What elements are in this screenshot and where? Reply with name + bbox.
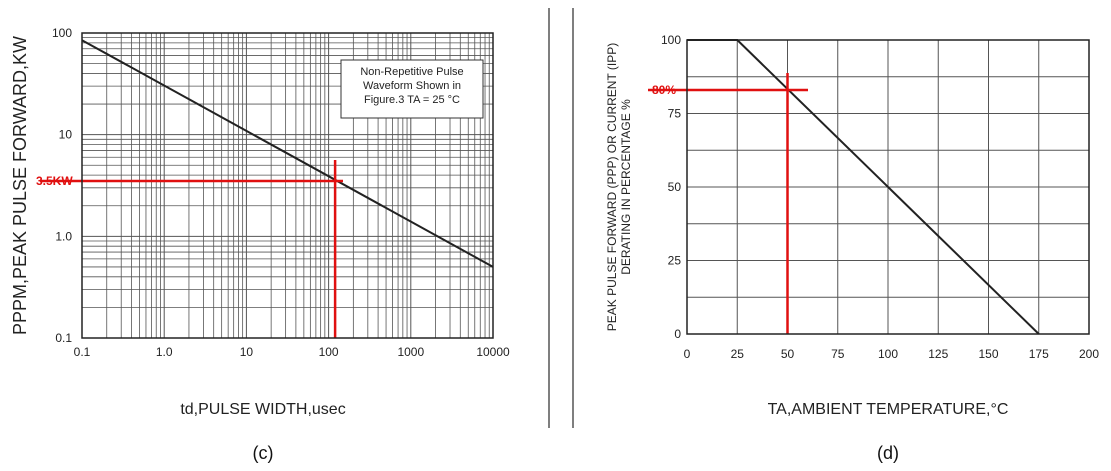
chart-c-y-tick-label: 1.0 bbox=[55, 229, 72, 243]
chart-d-y-tick-label: 25 bbox=[668, 254, 682, 268]
chart-c-note-line: Figure.3 TA = 25 °C bbox=[364, 94, 460, 106]
chart-d-y-ticks: 0 25 50 75 100 bbox=[661, 33, 681, 341]
chart-c-x-tick-label: 10 bbox=[240, 345, 254, 359]
chart-d-x-tick-label: 150 bbox=[978, 347, 998, 361]
chart-d-y-tick-label: 75 bbox=[668, 107, 682, 121]
chart-d-y-tick-label: 50 bbox=[668, 180, 682, 194]
chart-c-plot-frame bbox=[81, 32, 494, 339]
chart-c-x-tick-label: 0.1 bbox=[74, 345, 91, 359]
chart-c-note-line: Non-Repetitive Pulse bbox=[360, 66, 463, 78]
chart-c-annotation-label: 3.5KW bbox=[36, 174, 73, 188]
chart-d-x-tick-label: 175 bbox=[1029, 347, 1049, 361]
chart-d-x-tick-label: 200 bbox=[1079, 347, 1099, 361]
chart-d-x-tick-label: 75 bbox=[831, 347, 845, 361]
chart-d-annotation bbox=[648, 73, 808, 334]
chart-c-y-tick-label: 10 bbox=[59, 128, 73, 142]
chart-d-caption: (d) bbox=[877, 443, 899, 463]
chart-c-annotation bbox=[40, 160, 343, 338]
chart-c-grid bbox=[82, 33, 493, 338]
chart-d-y-tick-label: 0 bbox=[674, 327, 681, 341]
chart-d-y-axis-title-line: DERATING IN PERCENTAGE % bbox=[619, 99, 633, 275]
chart-c-x-tick-label: 100 bbox=[319, 345, 339, 359]
chart-d-y-tick-label: 100 bbox=[661, 33, 681, 47]
chart-c-note-line: Waveform Shown in bbox=[363, 80, 461, 92]
chart-d-x-tick-label: 125 bbox=[928, 347, 948, 361]
chart-d-x-tick-label: 0 bbox=[684, 347, 691, 361]
chart-d-plot-frame bbox=[686, 39, 1090, 335]
chart-d-x-ticks: 0 25 50 75 100 125 150 175 200 bbox=[684, 347, 1100, 361]
chart-c-note-box bbox=[340, 59, 484, 119]
chart-c-y-tick-label: 0.1 bbox=[55, 331, 72, 345]
chart-c-x-tick-label: 1.0 bbox=[156, 345, 173, 359]
chart-c-y-ticks: 0.1 1.0 10 100 bbox=[52, 26, 72, 345]
chart-d-x-axis-title: TA,AMBIENT TEMPERATURE,°C bbox=[768, 401, 1009, 418]
chart-d-x-tick-label: 100 bbox=[878, 347, 898, 361]
chart-c-x-tick-label: 10000 bbox=[476, 345, 510, 359]
chart-c-x-ticks: 0.1 1.0 10 100 1000 10000 bbox=[74, 345, 510, 359]
chart-c-y-tick-label: 100 bbox=[52, 26, 72, 40]
chart-d-x-tick-label: 25 bbox=[731, 347, 745, 361]
chart-c-x-tick-label: 1000 bbox=[397, 345, 424, 359]
chart-d-y-axis-title-line: PEAK PULSE FORWARD (PPP) OR CURRENT (IPP… bbox=[605, 43, 619, 332]
chart-c-x-axis-title: td,PULSE WIDTH,usec bbox=[180, 401, 345, 418]
chart-c: Non-Repetitive Pulse Waveform Shown in F… bbox=[10, 26, 510, 463]
chart-c-caption: (c) bbox=[253, 443, 274, 463]
chart-c-series-line bbox=[81, 39, 494, 268]
chart-d-annotation-label: 80% bbox=[652, 83, 676, 97]
chart-c-y-axis-title: PPPM,PEAK PULSE FORWARD,KW bbox=[10, 36, 30, 335]
chart-d-x-tick-label: 50 bbox=[781, 347, 795, 361]
chart-c-series bbox=[81, 39, 494, 268]
chart-d: 80% 0 25 50 75 100 125 150 175 200 0 25 50 75 100 TA… bbox=[605, 33, 1099, 463]
